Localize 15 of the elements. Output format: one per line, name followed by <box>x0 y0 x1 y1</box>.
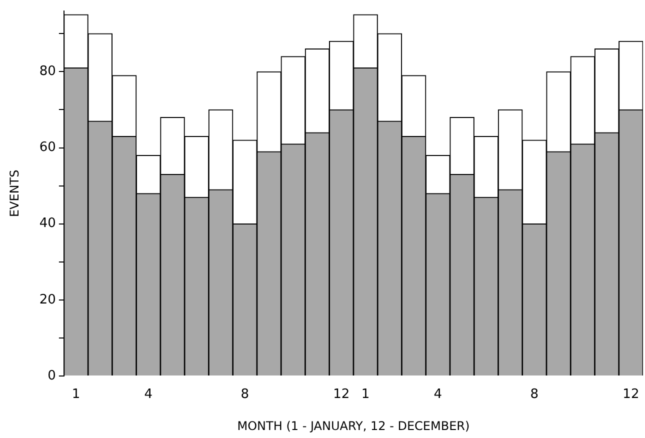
x-tick-label: 4 <box>144 387 153 402</box>
x-tick-label: 12 <box>622 387 640 402</box>
y-tick-label: 60 <box>39 140 56 156</box>
y-axis-title: EVENTS <box>7 170 22 218</box>
y-tick-label: 0 <box>48 368 56 384</box>
x-axis-title: MONTH (1 - JANUARY, 12 - DECEMBER) <box>237 418 470 433</box>
x-tick-label: 8 <box>240 387 250 402</box>
y-tick-label: 20 <box>39 292 56 308</box>
y-tick-label: 40 <box>39 216 56 232</box>
x-tick-label: 4 <box>434 387 442 402</box>
x-tick-label: 12 <box>333 387 350 402</box>
x-tick-label: 1 <box>72 387 80 402</box>
x-tick-label: 1 <box>361 387 370 402</box>
x-tick-label: 8 <box>530 387 539 402</box>
y-tick-label: 80 <box>39 64 56 80</box>
